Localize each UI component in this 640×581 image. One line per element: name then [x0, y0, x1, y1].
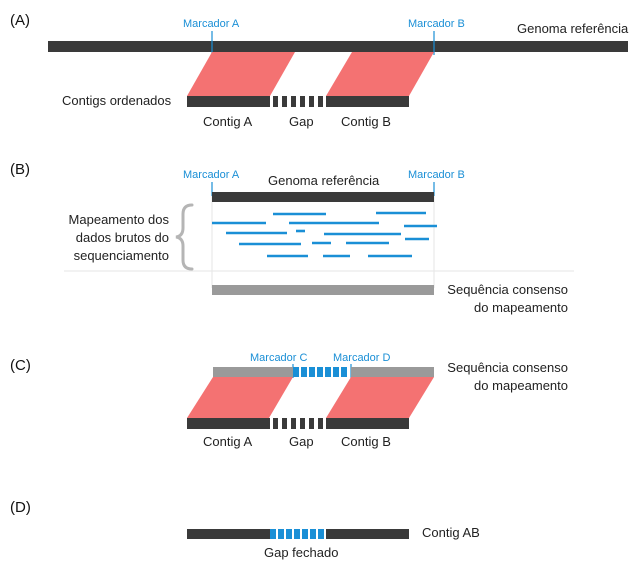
panel-a-contig-a-label: Contig A [203, 114, 252, 129]
panel-c-consensus-right [351, 367, 434, 377]
panel-b-consensus-bar [212, 285, 434, 295]
panel-c-contig-b-label: Contig B [341, 434, 391, 449]
panel-c: (C) Marcador C Marcador D Sequência cons… [10, 352, 568, 449]
panel-b-consensus-label-line1: Sequência consenso [447, 282, 568, 297]
panel-a-gap-label: Gap [289, 114, 314, 129]
panel-d-contig-right [326, 529, 409, 539]
panel-a-reference-genome-bar [48, 41, 628, 52]
panel-a-marker-b-label: Marcador B [408, 18, 465, 30]
panel-c-consensus-left [213, 367, 293, 377]
panel-d: (D) Contig AB Gap fechado [10, 499, 480, 560]
panel-d-contig-ab-label: Contig AB [422, 525, 480, 540]
panel-c-contig-a-alignment [187, 377, 293, 418]
panel-c-contig-a-bar [187, 418, 270, 429]
panel-d-gap-closed-label: Gap fechado [264, 545, 338, 560]
panel-b-marker-a-label: Marcador A [183, 169, 240, 181]
panel-b-mapping-label-line2: dados brutos do [76, 230, 169, 245]
panel-a-letter: (A) [10, 12, 30, 29]
panel-b-mapped-reads [212, 211, 437, 258]
panel-a-contig-a-bar [187, 96, 270, 107]
panel-a-reference-label: Genoma referência [517, 21, 629, 36]
panel-b: (B) Marcador A Marcador B Genoma referên… [10, 161, 574, 315]
panel-a-marker-a-label: Marcador A [183, 18, 240, 30]
panel-a-gap-dashes [273, 96, 323, 107]
panel-c-letter: (C) [10, 357, 31, 374]
panel-c-gap-dashes [273, 418, 323, 429]
panel-a-contig-b-label: Contig B [341, 114, 391, 129]
panel-c-contig-b-bar [326, 418, 409, 429]
panel-b-marker-b-label: Marcador B [408, 169, 465, 181]
panel-c-consensus-label-line1: Sequência consenso [447, 360, 568, 375]
panel-d-closed-gap [270, 529, 324, 539]
panel-a: (A) Marcador A Marcador B Genoma referên… [10, 12, 629, 129]
panel-a-ordered-contigs-label: Contigs ordenados [62, 93, 172, 108]
panel-b-reference-genome-bar [212, 192, 434, 202]
panel-a-contig-a-alignment [187, 52, 295, 96]
panel-c-gap-label: Gap [289, 434, 314, 449]
panel-b-reference-label: Genoma referência [268, 173, 380, 188]
panel-c-consensus-gap-fill [293, 367, 347, 377]
panel-b-letter: (B) [10, 161, 30, 178]
panel-a-contig-b-bar [326, 96, 409, 107]
panel-b-mapping-label-line3: sequenciamento [74, 248, 169, 263]
panel-d-contig-left [187, 529, 270, 539]
panel-c-marker-c-label: Marcador C [250, 352, 308, 364]
panel-b-mapping-label-line1: Mapeamento dos [69, 212, 170, 227]
panel-c-contig-a-label: Contig A [203, 434, 252, 449]
panel-c-consensus-label-line2: do mapeamento [474, 378, 568, 393]
panel-a-contig-b-alignment [326, 52, 434, 96]
panel-d-letter: (D) [10, 499, 31, 516]
panel-b-consensus-label-line2: do mapeamento [474, 300, 568, 315]
panel-c-contig-b-alignment [326, 377, 434, 418]
panel-b-brace [175, 203, 194, 271]
panel-c-marker-d-label: Marcador D [333, 352, 391, 364]
